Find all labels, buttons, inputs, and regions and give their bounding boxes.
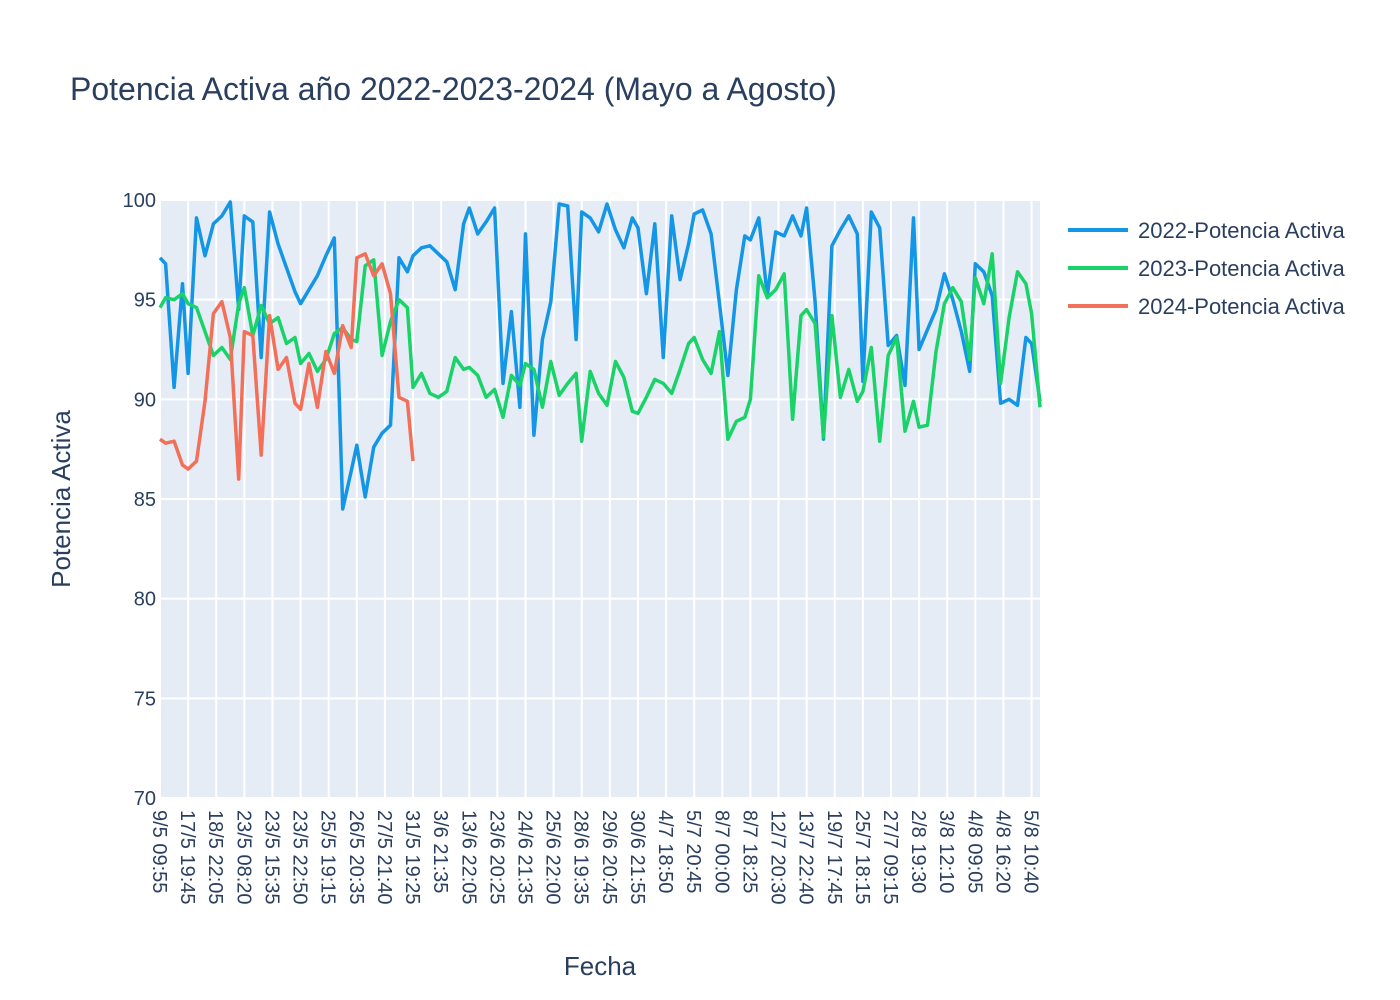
y-tick-label: 95: [134, 290, 156, 312]
grid-lines: [159, 199, 1040, 799]
x-tick-label: 24/6 21:35: [513, 810, 535, 905]
x-tick-label: 25/7 18:15: [851, 810, 873, 905]
x-tick-label: 18/5 22:05: [204, 810, 226, 905]
x-tick-label: 13/6 22:05: [457, 810, 479, 905]
x-tick-label: 30/6 21:55: [626, 810, 648, 905]
x-tick-label: 13/7 22:40: [795, 810, 817, 905]
legend-label[interactable]: 2024-Potencia Activa: [1138, 294, 1345, 319]
x-axis-title: Fecha: [564, 951, 637, 981]
series-line-2022: [158, 200, 1042, 511]
y-tick-label: 70: [134, 788, 156, 810]
x-tick-label: 17/5 19:45: [176, 810, 198, 905]
x-tick-label: 23/5 22:50: [289, 810, 311, 905]
y-tick-label: 100: [123, 190, 156, 212]
x-tick-label: 23/5 08:20: [232, 810, 254, 905]
x-tick-label: 3/6 21:35: [429, 810, 451, 893]
x-tick-label: 5/8 10:40: [1020, 810, 1042, 893]
legend-label[interactable]: 2022-Potencia Activa: [1138, 218, 1345, 243]
x-tick-label: 4/7 18:50: [654, 810, 676, 893]
x-tick-label: 23/6 20:25: [485, 810, 507, 905]
x-tick-label: 27/5 21:40: [373, 810, 395, 905]
x-tick-label: 4/8 16:20: [991, 810, 1013, 893]
y-tick-label: 75: [134, 688, 156, 710]
x-tick-label: 29/6 20:45: [598, 810, 620, 905]
x-tick-label: 8/7 18:25: [738, 810, 760, 893]
y-axis-title: Potencia Activa: [46, 410, 76, 588]
x-tick-label: 2/8 19:30: [907, 810, 929, 893]
x-tick-label: 12/7 20:30: [767, 810, 789, 905]
x-tick-label: 4/8 09:05: [963, 810, 985, 893]
x-tick-label: 23/5 15:35: [260, 810, 282, 905]
legend-label[interactable]: 2023-Potencia Activa: [1138, 256, 1345, 281]
y-tick-label: 90: [134, 389, 156, 411]
x-tick-label: 3/8 12:10: [935, 810, 957, 893]
x-tick-label: 31/5 19:25: [401, 810, 423, 905]
x-tick-label: 5/7 20:45: [682, 810, 704, 893]
x-axis-ticks: 9/5 09:55 17/5 19:45 18/5 22:05 23/5 08:20 2…: [148, 810, 1042, 905]
y-tick-label: 85: [134, 489, 156, 511]
y-tick-label: 80: [134, 589, 156, 611]
x-tick-label: 25/5 19:15: [317, 810, 339, 905]
x-tick-label: 8/7 00:00: [710, 810, 732, 893]
x-tick-label: 19/7 17:45: [823, 810, 845, 905]
x-tick-label: 26/5 20:35: [345, 810, 367, 905]
legend[interactable]: 2022-Potencia Activa 2023-Potencia Activa…: [1068, 218, 1345, 319]
x-tick-label: 27/7 09:15: [879, 810, 901, 905]
x-tick-label: 28/6 19:35: [570, 810, 592, 905]
series-line-2024: [158, 252, 415, 481]
series-layer: [158, 200, 1042, 511]
y-axis-ticks: 70 75 80 85 90 95 100: [123, 190, 156, 810]
series-line-2023: [158, 252, 1042, 443]
chart-title: Potencia Activa año 2022-2023-2024 (Mayo…: [70, 71, 837, 107]
x-tick-label: 25/6 22:00: [542, 810, 564, 905]
x-tick-label: 9/5 09:55: [148, 810, 170, 893]
